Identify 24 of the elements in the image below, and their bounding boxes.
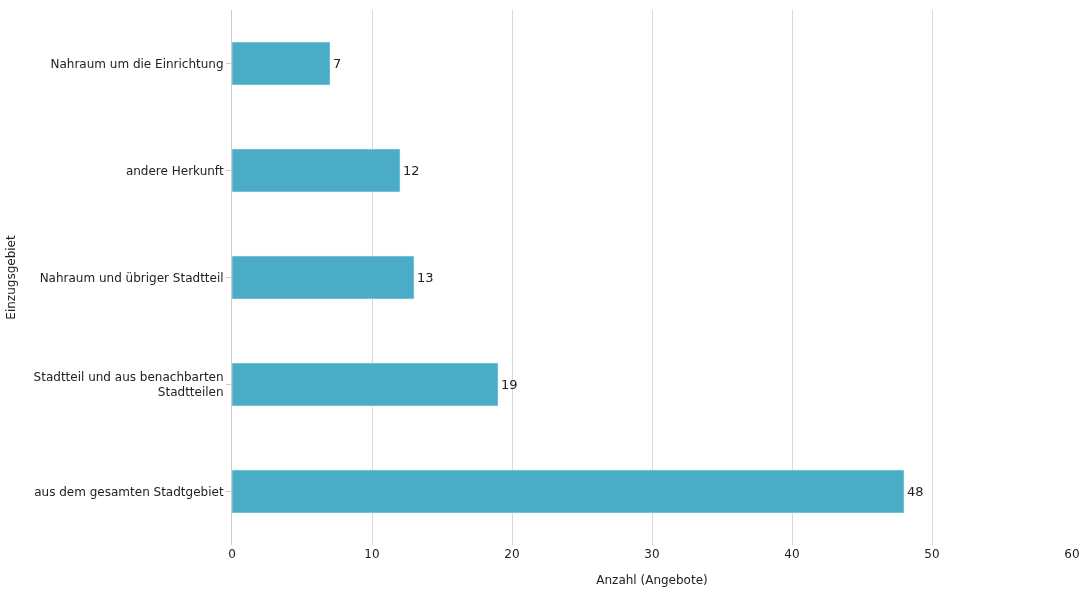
x-tick-label: 30	[644, 547, 660, 561]
y-tick-label: aus dem gesamten Stadtgebiet	[34, 484, 224, 499]
x-tick-label: 0	[228, 547, 236, 561]
x-tick-label: 10	[364, 547, 380, 561]
data-label: 19	[501, 377, 518, 392]
data-label: 48	[907, 484, 924, 499]
x-tick-label: 60	[1064, 547, 1080, 561]
x-axis-title: Anzahl (Angebote)	[596, 572, 708, 587]
data-label: 13	[417, 270, 434, 285]
x-tick-label: 50	[924, 547, 940, 561]
bar	[232, 362, 499, 407]
y-tick-label: andere Herkunft	[125, 163, 224, 178]
x-tick-label: 20	[504, 547, 520, 561]
y-tick-label: Stadtteil und aus benachbarten Stadtteilen	[33, 369, 224, 400]
data-label: 7	[333, 56, 342, 71]
bar	[232, 41, 331, 86]
bar	[232, 469, 905, 514]
y-tick-label: Nahraum um die Einrichtung	[50, 56, 224, 71]
y-axis-title: Einzugsgebiet	[3, 235, 18, 320]
bar	[232, 255, 415, 300]
y-tick-label: Nahraum und übriger Stadtteil	[39, 270, 224, 285]
x-tick-label: 40	[784, 547, 800, 561]
bar	[232, 148, 401, 193]
data-label: 12	[403, 163, 420, 178]
